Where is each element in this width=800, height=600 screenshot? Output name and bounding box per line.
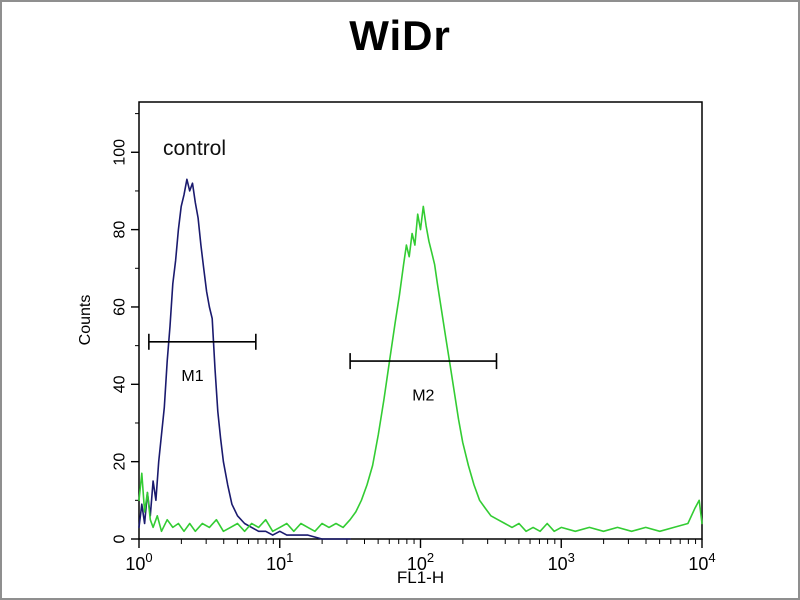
chart-title: WiDr — [349, 12, 451, 59]
x-axis-label: FL1-H — [396, 568, 445, 587]
y-tick-label: 40 — [112, 375, 129, 393]
marker-M2-label: M2 — [412, 387, 434, 404]
y-tick-label: 0 — [112, 534, 129, 543]
series-control — [138, 178, 351, 540]
x-tick-label: 103 — [548, 550, 575, 574]
y-tick-label: 80 — [112, 221, 129, 239]
y-axis-label: Counts — [77, 294, 94, 346]
series-antibody — [138, 205, 703, 533]
marker-M1-label: M1 — [181, 368, 203, 385]
control-series-label: control — [163, 137, 227, 160]
x-tick-label: 102 — [407, 550, 434, 574]
x-tick-label: 104 — [688, 550, 715, 574]
y-tick-label: 60 — [112, 298, 129, 316]
y-tick-label: 100 — [112, 139, 129, 166]
x-tick-label: 101 — [266, 550, 293, 574]
y-tick-label: 20 — [112, 453, 129, 471]
x-tick-label: 100 — [125, 550, 152, 574]
plot-box — [138, 101, 703, 540]
